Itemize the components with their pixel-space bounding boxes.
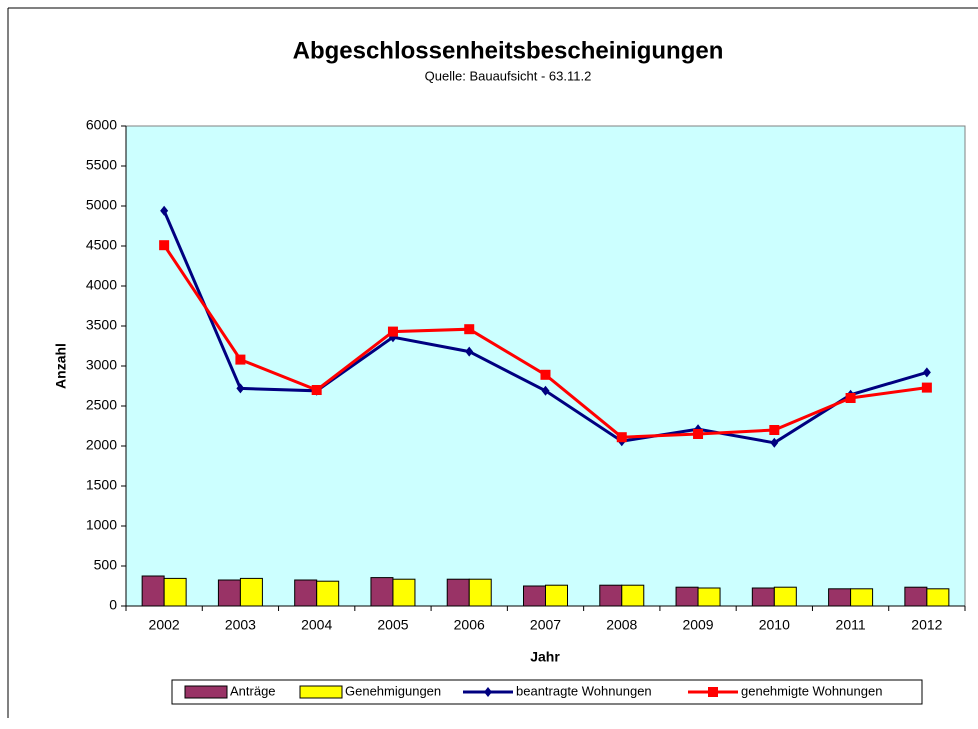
y-tick-label: 1500 (86, 477, 117, 493)
legend-swatch (184, 685, 228, 699)
line-marker (160, 205, 169, 216)
x-tick-label: 2005 (377, 617, 408, 633)
y-tick-label: 1000 (86, 517, 117, 533)
y-tick-label: 5000 (86, 197, 117, 213)
bar (392, 578, 416, 607)
bar (239, 577, 263, 607)
legend-marker (484, 687, 492, 697)
x-tick-label: 2010 (759, 617, 790, 633)
legend-swatch (299, 685, 343, 699)
x-tick-label: 2004 (301, 617, 332, 633)
line-marker (235, 354, 246, 365)
line-marker (769, 425, 780, 435)
bar (675, 586, 699, 607)
line-marker (311, 385, 322, 395)
x-tick-label: 2012 (911, 617, 942, 633)
x-tick-label: 2011 (836, 617, 866, 633)
legend-box (171, 679, 923, 705)
bar (370, 577, 394, 607)
line-marker (236, 383, 245, 394)
y-tick-label: 500 (94, 557, 118, 573)
line-marker (922, 367, 931, 378)
legend-label: Genehmigungen (345, 683, 441, 698)
y-tick-label: 5500 (86, 157, 117, 173)
bar (545, 584, 568, 607)
x-tick-label: 2008 (606, 617, 637, 633)
bar (904, 586, 928, 607)
y-tick-label: 3000 (86, 357, 117, 373)
bar (316, 580, 340, 607)
bar (773, 586, 797, 607)
bar (446, 578, 470, 607)
legend-label: genehmigte Wohnungen (741, 683, 882, 698)
x-tick-label: 2007 (530, 617, 561, 633)
legend-label: beantragte Wohnungen (516, 683, 652, 698)
x-tick-label: 2003 (225, 617, 256, 633)
bar (217, 579, 241, 607)
y-axis-label: Anzahl (53, 343, 69, 389)
x-tick-label: 2002 (149, 617, 180, 633)
legend-marker (708, 687, 718, 697)
y-tick-label: 3500 (86, 317, 117, 333)
line-marker (465, 346, 474, 357)
y-tick-label: 2000 (86, 437, 117, 453)
bar (926, 588, 950, 607)
plot-area (125, 125, 966, 607)
bar (828, 588, 852, 607)
line-marker (159, 240, 170, 251)
x-tick-label: 2009 (682, 617, 713, 633)
line-marker (921, 382, 932, 393)
y-tick-label: 0 (109, 597, 117, 613)
bar (621, 584, 645, 607)
line-marker (387, 326, 398, 337)
y-tick-label: 4500 (86, 237, 117, 253)
line-marker (540, 369, 551, 380)
bar (141, 575, 165, 607)
y-tick-label: 6000 (86, 117, 117, 133)
line-marker (845, 393, 856, 403)
y-tick-label: 2500 (86, 397, 117, 413)
bar (850, 588, 874, 607)
line-marker (616, 432, 627, 443)
y-tick-label: 4000 (86, 277, 117, 293)
chart-subtitle: Quelle: Bauaufsicht - 63.11.2 (425, 68, 592, 83)
legend-label: Anträge (230, 683, 276, 698)
bar (294, 579, 318, 607)
bar (697, 587, 721, 607)
bar (599, 584, 623, 607)
chart-title: Abgeschlossenheitsbescheinigungen (293, 37, 724, 64)
line-marker (541, 385, 550, 396)
x-axis-label: Jahr (530, 649, 560, 665)
x-tick-label: 2006 (454, 617, 485, 633)
line-marker (464, 324, 475, 335)
bar (523, 585, 546, 607)
line-marker (770, 437, 779, 448)
bar (751, 587, 775, 607)
bar (163, 577, 187, 607)
line-marker (693, 429, 704, 439)
bar (468, 578, 492, 607)
